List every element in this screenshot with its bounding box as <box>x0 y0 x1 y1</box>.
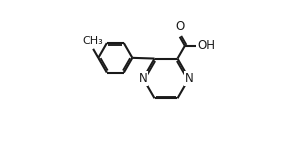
Text: CH₃: CH₃ <box>82 36 103 46</box>
Text: N: N <box>184 72 193 85</box>
Text: O: O <box>175 20 184 33</box>
Text: N: N <box>139 72 148 85</box>
Text: OH: OH <box>198 39 216 52</box>
